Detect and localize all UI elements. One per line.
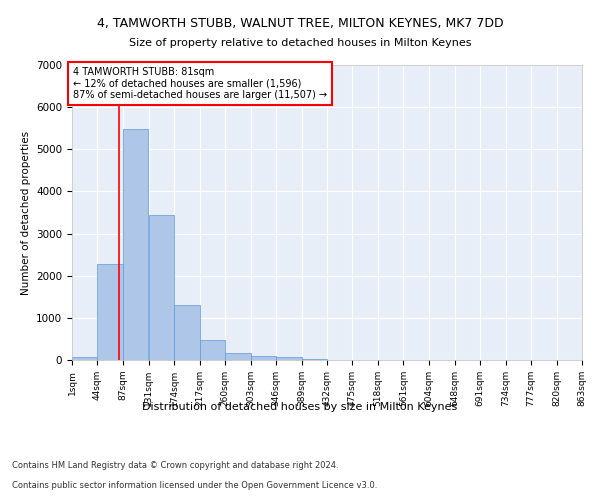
Bar: [225, 354, 251, 360]
Bar: [72, 356, 97, 360]
Text: 4 TAMWORTH STUBB: 81sqm
← 12% of detached houses are smaller (1,596)
87% of semi: 4 TAMWORTH STUBB: 81sqm ← 12% of detache…: [73, 67, 327, 100]
Bar: [175, 305, 200, 360]
Text: Distribution of detached houses by size in Milton Keynes: Distribution of detached houses by size …: [142, 402, 458, 412]
Bar: [302, 358, 327, 360]
Text: Contains HM Land Registry data © Crown copyright and database right 2024.: Contains HM Land Registry data © Crown c…: [12, 461, 338, 470]
Bar: [251, 356, 276, 360]
Text: Size of property relative to detached houses in Milton Keynes: Size of property relative to detached ho…: [129, 38, 471, 48]
Y-axis label: Number of detached properties: Number of detached properties: [20, 130, 31, 294]
Text: Contains public sector information licensed under the Open Government Licence v3: Contains public sector information licen…: [12, 481, 377, 490]
Text: 4, TAMWORTH STUBB, WALNUT TREE, MILTON KEYNES, MK7 7DD: 4, TAMWORTH STUBB, WALNUT TREE, MILTON K…: [97, 18, 503, 30]
Bar: [276, 358, 302, 360]
Bar: [97, 264, 123, 360]
Bar: [123, 130, 148, 360]
Bar: [149, 215, 175, 360]
Bar: [200, 340, 225, 360]
